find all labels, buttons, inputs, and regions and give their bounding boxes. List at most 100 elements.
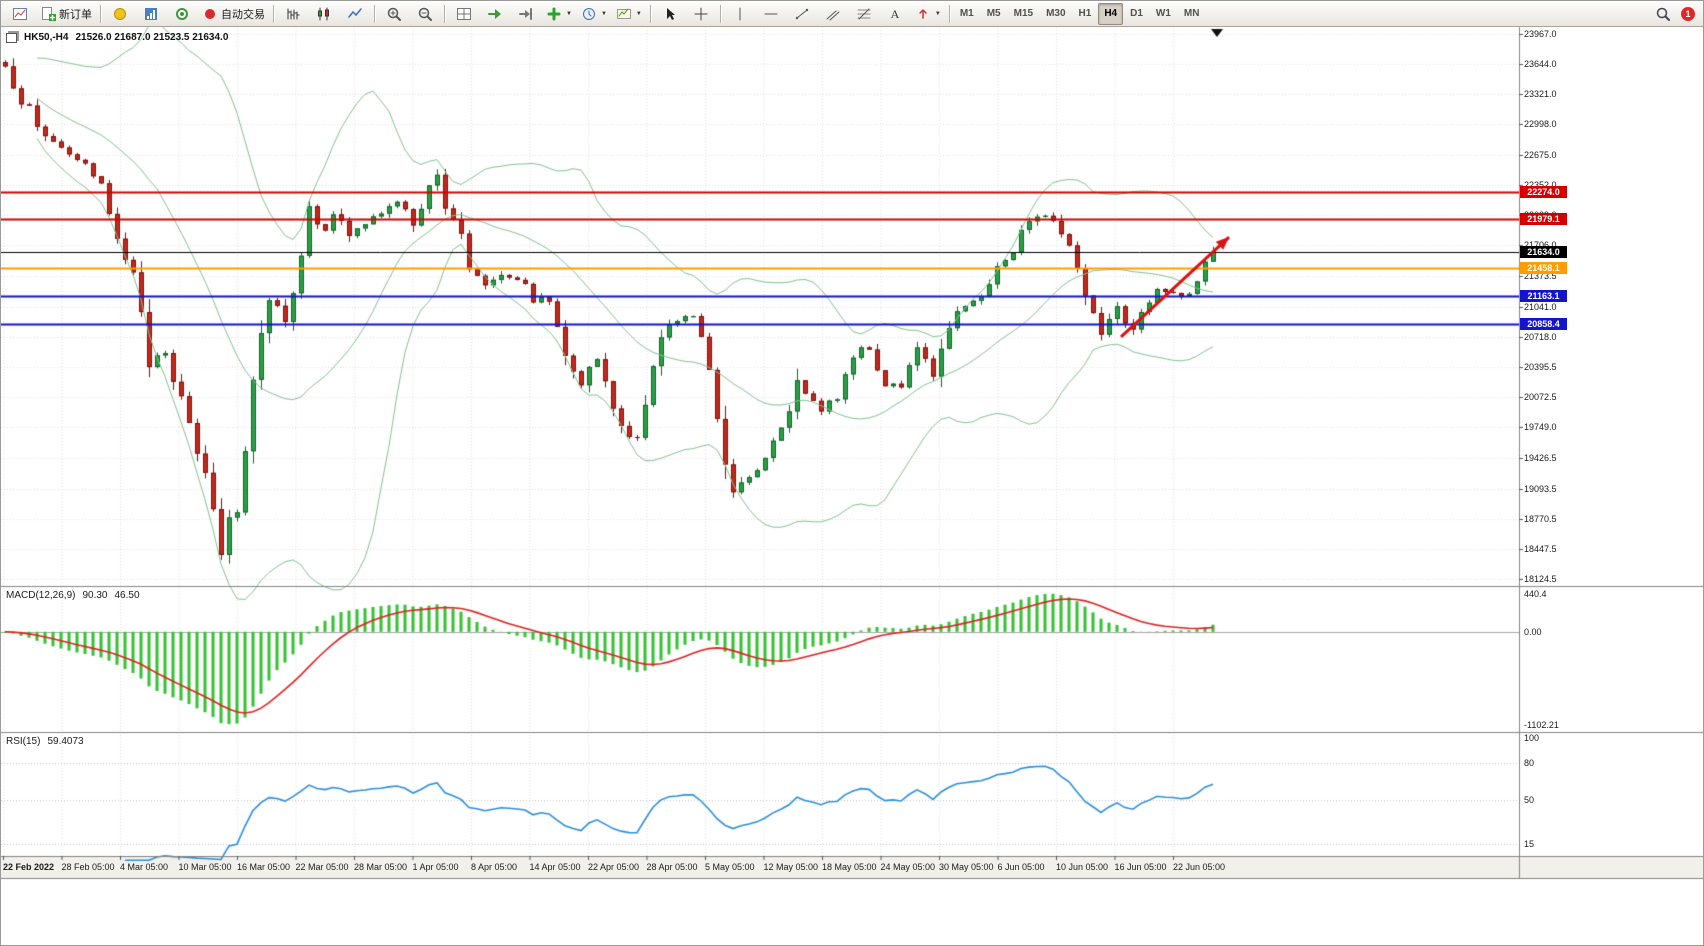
price-axis-label: 23321.0 (1524, 89, 1557, 99)
vertical-line-tool-button[interactable] (725, 2, 755, 26)
price-axis-label: 21041.0 (1524, 302, 1557, 312)
new-order-button[interactable]: 新订单 (36, 2, 96, 26)
toolbar-separator (100, 4, 101, 23)
cursor-icon (666, 7, 675, 20)
time-axis-label: 4 Mar 05:00 (120, 862, 169, 872)
price-axis-label: 23644.0 (1524, 59, 1557, 69)
timeframe-d1[interactable]: D1 (1130, 8, 1143, 19)
price-axis-label: 22675.0 (1524, 150, 1557, 160)
current-price-line-price-tag: 21634.0 (1520, 246, 1567, 258)
hline-icon (764, 13, 778, 14)
notification-badge[interactable]: 1 (1681, 6, 1695, 21)
arrows-icon (919, 8, 927, 19)
candles-icon (318, 7, 329, 20)
crosshair-tool-button[interactable] (686, 2, 716, 26)
zoom-in-button[interactable] (379, 2, 409, 26)
toolbar-separator (719, 4, 721, 23)
text-icon: A (891, 7, 900, 21)
zoom-out-button[interactable] (410, 2, 440, 26)
tile-icon (457, 7, 471, 20)
time-axis-label: 6 Jun 05:00 (997, 862, 1045, 872)
new-chart-button[interactable] (5, 2, 35, 26)
horizontal-line-tool-button[interactable] (756, 2, 786, 26)
rsi-scale-label: 50 (1524, 795, 1535, 805)
chart-title: HK50,-H4 21526.0 21687.0 21523.5 21634.0 (6, 32, 228, 43)
trendline-tool-button[interactable] (787, 2, 817, 26)
svg-text:A: A (891, 7, 900, 21)
text-tool-button[interactable]: A (880, 2, 910, 26)
price-axis-label: 19749.0 (1524, 422, 1557, 432)
timeframe-mn[interactable]: MN (1183, 8, 1200, 19)
rsi-scale-label: 15 (1524, 839, 1535, 849)
toolbar-separator (374, 4, 375, 23)
line-chart-button[interactable] (340, 2, 370, 26)
timeframe-m30[interactable]: M30 (1046, 8, 1066, 19)
zoom-out-icon (418, 7, 432, 21)
ohlc-values: 21526.0 21687.0 21523.5 21634.0 (75, 32, 229, 43)
news-button[interactable] (105, 2, 135, 26)
periods-button[interactable]: ▼ (577, 2, 611, 26)
time-axis-label: 16 Jun 05:00 (1114, 862, 1167, 872)
price-axis-label: 20718.0 (1524, 332, 1557, 342)
rsi-scale-label: 100 (1524, 733, 1540, 743)
market-watch-button[interactable] (136, 2, 166, 26)
candlestick-chart-button[interactable] (309, 2, 339, 26)
time-axis-label: 28 Feb 05:00 (61, 862, 115, 872)
rsi-value: 59.4073 (47, 736, 84, 747)
timeframe-m5[interactable]: M5 (986, 8, 1001, 19)
auto-trading-button[interactable]: 自动交易 (198, 2, 269, 26)
cursor-tool-button[interactable] (655, 2, 685, 26)
time-axis-label: 1 Apr 05:00 (412, 862, 459, 872)
templates-button[interactable]: ▼ (612, 2, 646, 26)
time-axis-label: 5 May 05:00 (705, 862, 755, 872)
crosshair-icon (694, 7, 708, 20)
market-watch-icon (145, 7, 157, 20)
time-axis-label: 12 May 05:00 (763, 862, 819, 872)
macd-scale-label: 440.4 (1524, 589, 1547, 599)
timeframe-w1[interactable]: W1 (1155, 8, 1171, 19)
news-icon (114, 7, 126, 20)
time-axis-label: 10 Mar 05:00 (178, 862, 232, 872)
vline-icon (739, 7, 741, 20)
autotrading-icon (205, 8, 215, 19)
pivot-line-price-tag: 21458.1 (1520, 262, 1567, 274)
search-button[interactable] (1648, 2, 1678, 26)
time-axis-label: 22 Feb 2022 (3, 862, 55, 872)
zoom-in-icon (387, 7, 401, 21)
price-axis-label: 18124.5 (1524, 574, 1557, 584)
arrows-tool-button[interactable]: ▼ (911, 2, 945, 26)
time-axis-label: 16 Mar 05:00 (237, 862, 291, 872)
time-axis-label: 30 May 05:00 (939, 862, 994, 872)
dropdown-caret-icon: ▼ (934, 10, 941, 17)
template-drop-icon (616, 8, 631, 19)
auto-scroll-button[interactable] (480, 2, 510, 26)
fibo-icon (857, 8, 871, 19)
time-axis-label: 22 Mar 05:00 (295, 862, 349, 872)
line-icon (348, 7, 362, 18)
bar-chart-button[interactable] (278, 2, 308, 26)
toolbar-separator (948, 4, 950, 23)
timeframe-h4[interactable]: H4 (1098, 2, 1124, 25)
chart-shift-button[interactable] (511, 2, 541, 26)
expert-advisor-button[interactable] (167, 2, 197, 26)
timeframe-h1[interactable]: H1 (1078, 8, 1092, 19)
fibonacci-tool-button[interactable] (849, 2, 879, 26)
toolbar-separator (649, 4, 651, 23)
indicators-button[interactable]: ▼ (542, 2, 576, 26)
tile-windows-button[interactable] (449, 2, 479, 26)
dropdown-caret-icon: ▼ (635, 10, 642, 17)
rsi-name: RSI(15) (6, 736, 41, 747)
timeframe-m1[interactable]: M1 (959, 8, 974, 19)
price-axis-label: 22352.0 (1524, 180, 1557, 190)
timeframe-m15[interactable]: M15 (1013, 8, 1034, 19)
auto-trading-button-label: 自动交易 (221, 8, 265, 21)
time-axis-label: 8 Apr 05:00 (471, 862, 518, 872)
channel-tool-button[interactable] (818, 2, 848, 26)
shift-icon (519, 7, 532, 20)
price-axis-label: 19093.5 (1524, 484, 1557, 494)
macd-signal-value: 46.50 (114, 590, 140, 601)
price-axis-label: 18447.5 (1524, 544, 1557, 554)
channel-icon (826, 10, 840, 20)
